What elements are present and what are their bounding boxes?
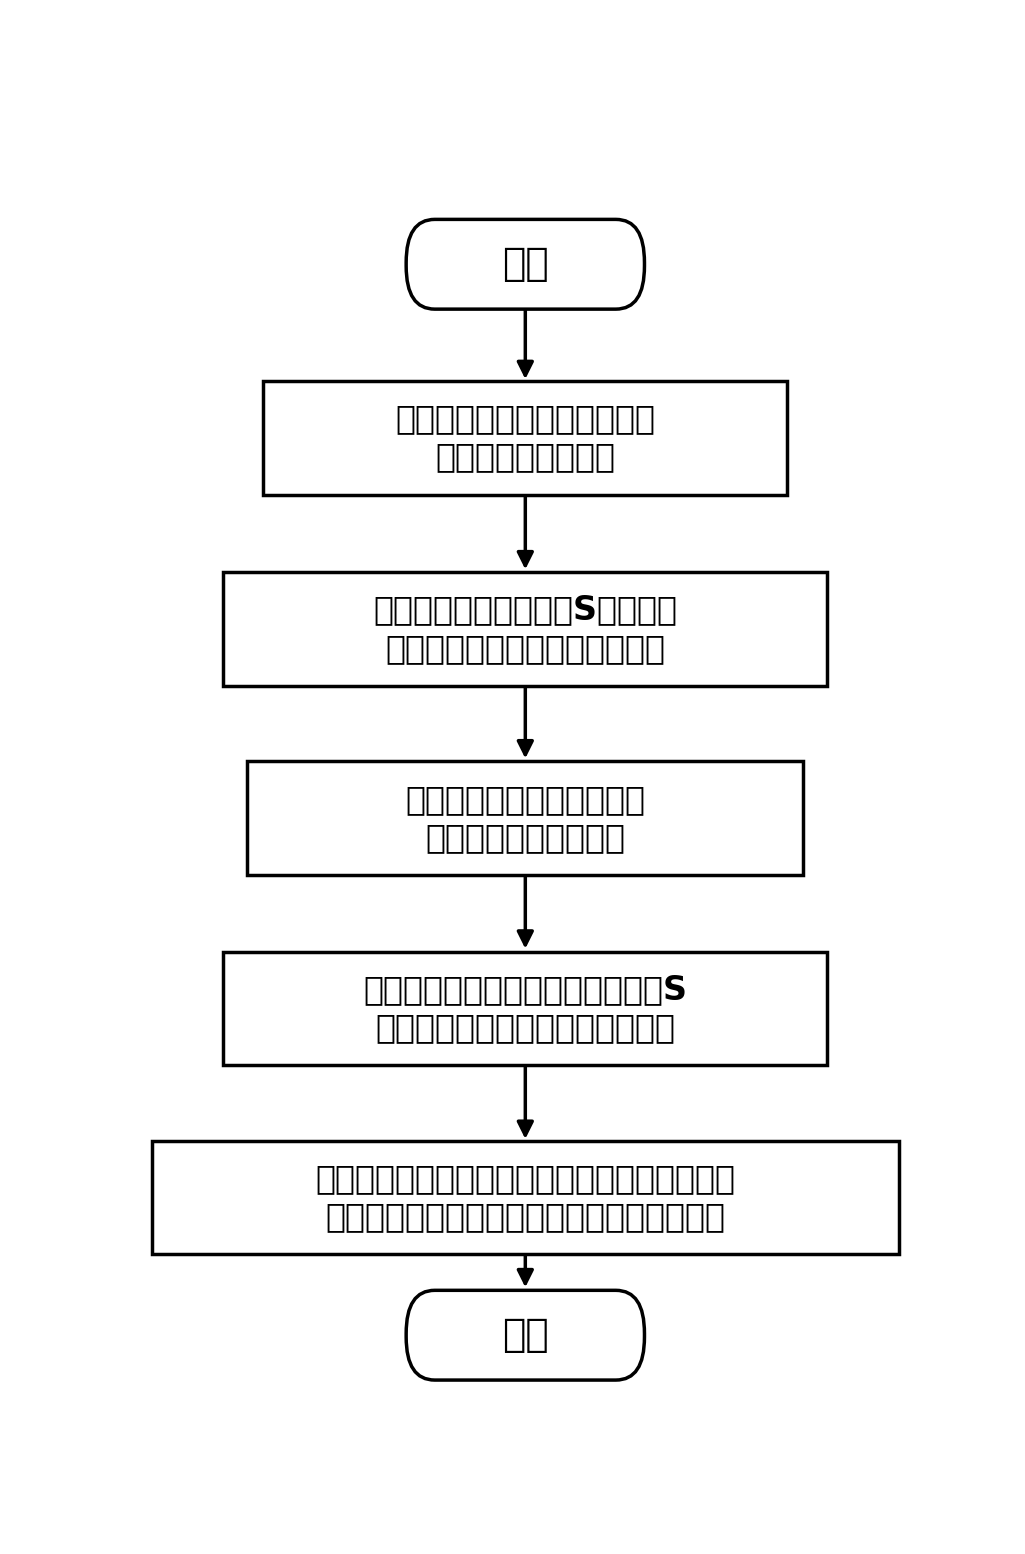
Bar (263, 381, 787, 494)
Bar (223, 951, 827, 1066)
Text: 在时频域上作用时频滤波器
滤除拉索振动环境噪声: 在时频域上作用时频滤波器 滤除拉索振动环境噪声 (405, 783, 646, 853)
Bar (247, 761, 804, 875)
Bar (152, 1141, 899, 1254)
FancyBboxPatch shape (406, 219, 645, 309)
Text: 对滤波后的拉索振动时频域信号做S
逆变换，将时频域信号恢复至时域: 对滤波后的拉索振动时频域信号做S 逆变换，将时频域信号恢复至时域 (363, 973, 688, 1044)
Text: 结束: 结束 (502, 1316, 548, 1354)
FancyBboxPatch shape (406, 1290, 645, 1380)
Text: 对滤除环境噪声后的信号做快速傅里叶变换，将
时域信号在频域表达，识别拉索振动基频特征: 对滤除环境噪声后的信号做快速傅里叶变换，将 时域信号在频域表达，识别拉索振动基频… (316, 1162, 735, 1234)
Text: 对拉索振动时域信号做S变换，将
其在时频域表达，确定噪声位置: 对拉索振动时域信号做S变换，将 其在时频域表达，确定噪声位置 (373, 594, 678, 665)
Bar (223, 572, 827, 685)
Text: 开始: 开始 (502, 246, 548, 283)
Text: 输入环境激励下采集到的斜拉
桥拉索振动时域信号: 输入环境激励下采集到的斜拉 桥拉索振动时域信号 (396, 402, 655, 474)
